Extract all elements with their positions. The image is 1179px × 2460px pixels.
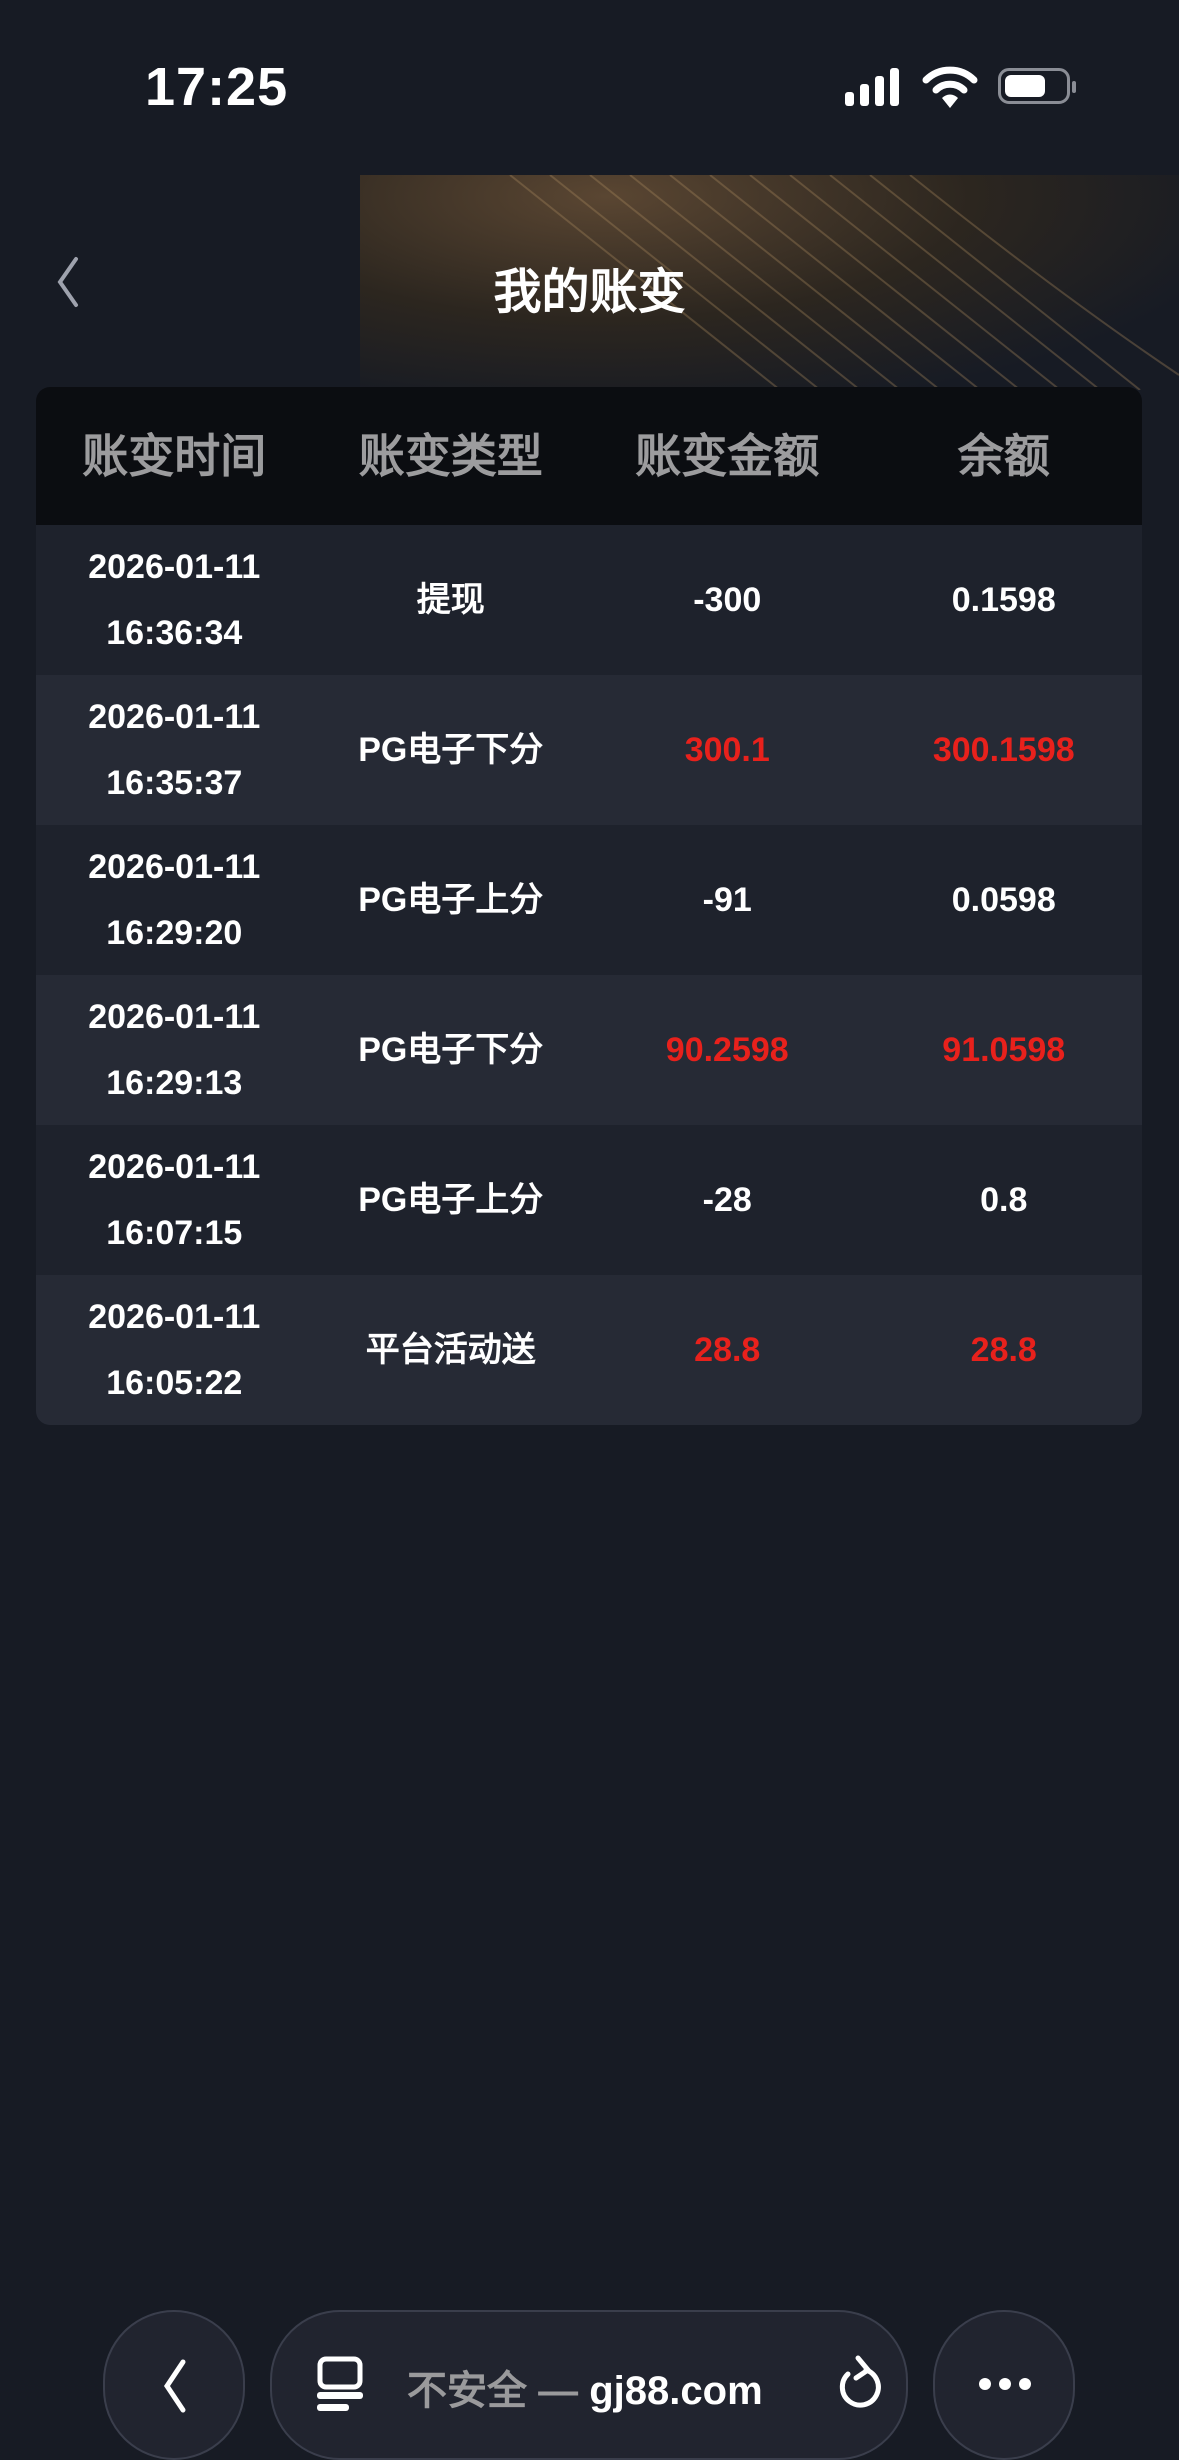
cell-balance: 0.1598 xyxy=(951,581,1056,619)
cell-amount: -28 xyxy=(702,1181,752,1219)
time-text: 16:05:22 xyxy=(106,1364,243,1402)
cell-balance: 0.0598 xyxy=(951,881,1056,919)
date-text: 2026-01-11 xyxy=(88,998,261,1036)
date-text: 2026-01-11 xyxy=(88,698,261,736)
more-options-button[interactable] xyxy=(933,2310,1075,2460)
cell-balance: 0.8 xyxy=(980,1181,1028,1219)
table-row: 2026-01-11 16:29:13 PG电子下分 90.2598 91.059… xyxy=(36,975,1142,1125)
cell-amount: -91 xyxy=(702,881,752,919)
cell-time: 2026-01-11 16:29:20 xyxy=(36,834,313,966)
cell-type: PG电子上分 xyxy=(358,881,544,919)
time-text: 16:29:20 xyxy=(106,914,243,952)
table-row: 2026-01-11 16:07:15 PG电子上分 -28 0.8 xyxy=(36,1125,1142,1275)
browser-back-button[interactable] xyxy=(103,2310,245,2460)
table-header: 账变时间 账变类型 账变金额 余额 xyxy=(36,387,1142,525)
reload-icon[interactable] xyxy=(832,2352,884,2416)
cell-balance: 300.1598 xyxy=(932,731,1075,769)
security-label: 不安全 — xyxy=(407,2369,579,2413)
battery-icon xyxy=(998,68,1076,104)
cell-amount: 28.8 xyxy=(694,1331,761,1369)
back-button[interactable] xyxy=(48,255,88,309)
cell-time: 2026-01-11 16:05:22 xyxy=(36,1284,313,1416)
status-bar: 17:25 xyxy=(0,0,1179,175)
cell-amount: 90.2598 xyxy=(665,1031,789,1069)
address-bar[interactable]: 不安全 — gj88.com xyxy=(270,2310,908,2460)
header-banner xyxy=(0,175,1179,390)
table-row: 2026-01-11 16:05:22 平台活动送 28.8 28.8 xyxy=(36,1275,1142,1425)
cell-balance: 91.0598 xyxy=(942,1031,1066,1069)
chevron-left-icon xyxy=(163,2359,186,2413)
date-text: 2026-01-11 xyxy=(88,1298,261,1336)
date-text: 2026-01-11 xyxy=(88,1148,261,1186)
column-header-amount: 账变金额 xyxy=(635,430,820,482)
url-text[interactable]: 不安全 — gj88.com xyxy=(407,2358,763,2416)
cell-time: 2026-01-11 16:29:13 xyxy=(36,984,313,1116)
time-text: 16:35:37 xyxy=(106,764,243,802)
table-row: 2026-01-11 16:35:37 PG电子下分 300.1 300.1598 xyxy=(36,675,1142,825)
domain-label: gj88.com xyxy=(589,2369,763,2413)
cell-type: PG电子下分 xyxy=(358,731,544,769)
table-row: 2026-01-11 16:29:20 PG电子上分 -91 0.0598 xyxy=(36,825,1142,975)
status-time: 17:25 xyxy=(145,57,289,117)
table-row: 2026-01-11 16:36:34 提现 -300 0.1598 xyxy=(36,525,1142,675)
cell-type: PG电子下分 xyxy=(358,1031,544,1069)
cell-type: 提现 xyxy=(416,581,485,619)
date-text: 2026-01-11 xyxy=(88,848,261,886)
transactions-table: 账变时间 账变类型 账变金额 余额 2026-01-11 16:36:34 提现 … xyxy=(36,387,1142,1425)
more-icon xyxy=(979,2378,1031,2390)
cell-type: PG电子上分 xyxy=(358,1181,544,1219)
cell-amount: 300.1 xyxy=(684,731,770,769)
cell-type: 平台活动送 xyxy=(365,1331,536,1369)
time-text: 16:07:15 xyxy=(106,1214,243,1252)
date-text: 2026-01-11 xyxy=(88,548,261,586)
column-header-balance: 余额 xyxy=(957,430,1050,482)
cell-amount: -300 xyxy=(693,581,762,619)
time-text: 16:36:34 xyxy=(106,614,243,652)
time-text: 16:29:13 xyxy=(106,1064,243,1102)
cellular-signal-icon xyxy=(845,68,899,106)
wifi-icon xyxy=(922,66,978,108)
column-header-time: 账变时间 xyxy=(82,430,267,482)
page-title: 我的账变 xyxy=(493,266,686,319)
cell-balance: 28.8 xyxy=(970,1331,1037,1369)
column-header-type: 账变类型 xyxy=(358,430,543,482)
cell-time: 2026-01-11 16:36:34 xyxy=(36,534,313,666)
page-menu-icon xyxy=(317,2356,363,2411)
banner-lines-decoration xyxy=(509,175,1179,390)
cell-time: 2026-01-11 16:07:15 xyxy=(36,1134,313,1266)
cell-time: 2026-01-11 16:35:37 xyxy=(36,684,313,816)
